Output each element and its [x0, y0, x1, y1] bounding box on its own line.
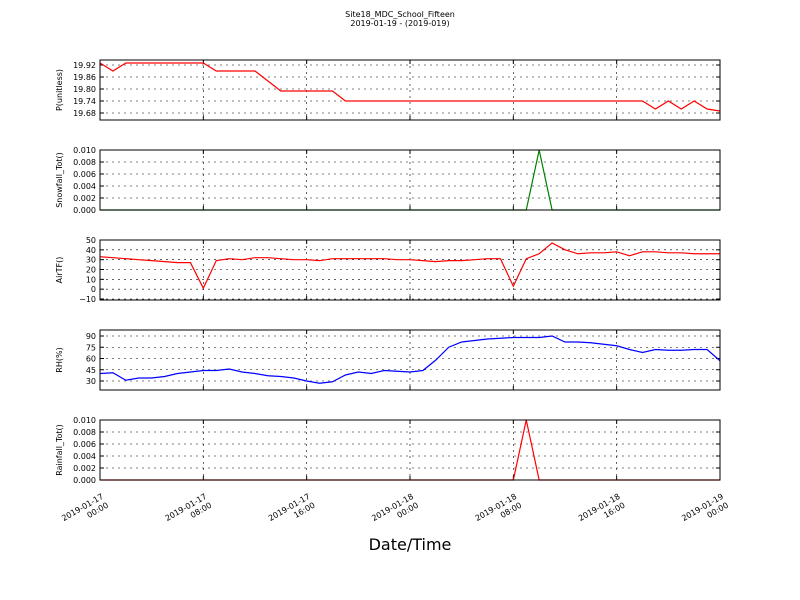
y-tick-label: 0.002	[73, 464, 96, 473]
y-tick-label: 0.002	[73, 194, 96, 203]
chart-title: Site18_MDC_School_Fifteen	[345, 10, 455, 19]
y-tick-label: 0.010	[73, 146, 96, 155]
y-tick-label: 0.000	[73, 476, 96, 485]
y-tick-label: 0.008	[73, 428, 96, 437]
y-tick-label: 0.004	[73, 452, 96, 461]
y-tick-label: 19.68	[73, 109, 96, 118]
y-tick-label: 10	[86, 275, 96, 284]
y-tick-label: 19.86	[73, 73, 96, 82]
plot-frame	[99, 329, 721, 391]
plot-frame	[99, 59, 721, 121]
y-tick-label: 60	[86, 355, 96, 364]
y-tick-label: 0.000	[73, 206, 96, 215]
y-tick-label: 0.006	[73, 440, 96, 449]
y-axis-label: AirTF()	[55, 257, 64, 284]
y-tick-label: 19.74	[73, 97, 96, 106]
data-line	[99, 335, 721, 384]
y-axis-label: RH(%)	[55, 347, 64, 372]
y-tick-label: 30	[86, 377, 96, 386]
y-tick-label: −10	[79, 295, 96, 304]
y-tick-label: 90	[86, 332, 96, 341]
y-tick-label: 40	[86, 246, 96, 255]
y-tick-label: 50	[86, 236, 96, 245]
y-tick-label: 0.004	[73, 182, 96, 191]
y-tick-label: 20	[86, 266, 96, 275]
y-tick-label: 19.80	[73, 85, 96, 94]
chart-subtitle: 2019-01-19 - (2019-019)	[350, 19, 449, 28]
plot-frame	[99, 149, 721, 211]
y-tick-label: 0.010	[73, 416, 96, 425]
y-axis-label: Snowfall_Tot()	[55, 152, 64, 208]
y-tick-label: 30	[86, 256, 96, 265]
y-tick-label: 0	[91, 285, 96, 294]
data-line	[99, 62, 721, 112]
plot-frame	[99, 419, 721, 481]
y-tick-label: 0.008	[73, 158, 96, 167]
x-axis-label: Date/Time	[369, 535, 452, 554]
data-line	[99, 242, 720, 290]
y-axis-label: Rainfall_Tot()	[55, 424, 64, 476]
y-tick-label: 19.92	[73, 61, 96, 70]
plot-frame	[99, 239, 721, 301]
y-axis-label: P(unitless)	[55, 69, 64, 111]
y-tick-label: 0.006	[73, 170, 96, 179]
y-tick-label: 45	[86, 366, 96, 375]
y-tick-label: 75	[86, 343, 96, 352]
